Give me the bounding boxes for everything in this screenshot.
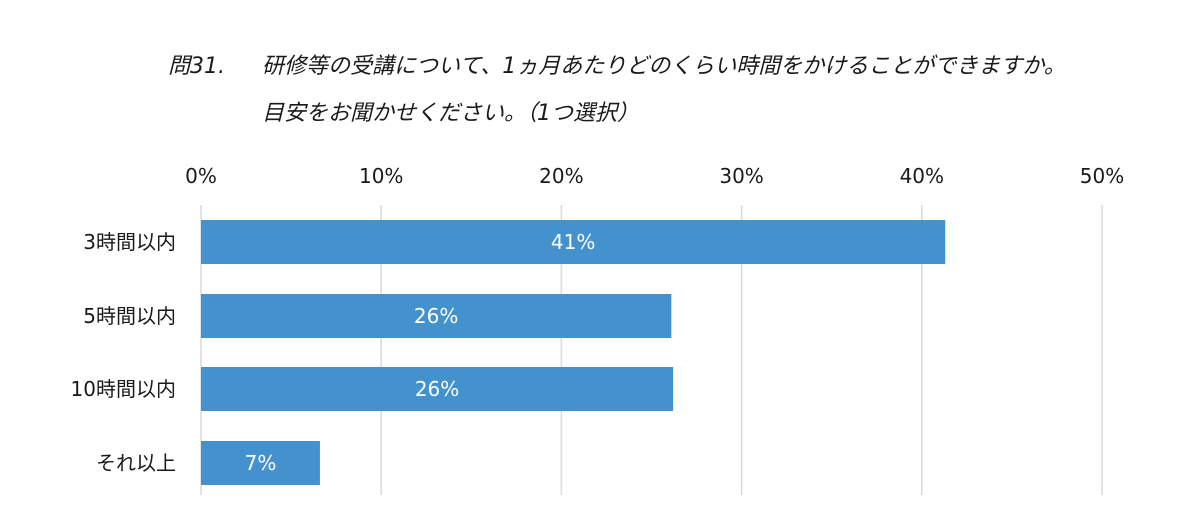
x-tick-label: 10% — [359, 164, 403, 188]
bar — [201, 441, 320, 485]
data-label: 41% — [551, 230, 595, 254]
data-label: 7% — [245, 451, 277, 475]
bar — [201, 220, 946, 264]
category-label: 10時間以内 — [71, 377, 176, 401]
question-text-line1: 研修等の受講について、1ヵ月あたりどのくらい時間をかけることができますか。 — [262, 54, 1066, 79]
data-label: 26% — [415, 377, 459, 401]
category-label: それ以上 — [96, 451, 176, 475]
category-label: 5時間以内 — [83, 304, 176, 328]
x-tick-label: 0% — [185, 164, 217, 188]
x-tick-label: 50% — [1080, 164, 1124, 188]
x-tick-label: 40% — [900, 164, 944, 188]
question-text-line2: 目安をお聞かせください。（1つ選択） — [262, 101, 639, 126]
bar — [201, 367, 674, 411]
x-tick-label: 20% — [539, 164, 583, 188]
category-label: 3時間以内 — [83, 230, 176, 254]
question-number: 問31. — [168, 54, 225, 79]
data-label: 26% — [414, 304, 458, 328]
x-tick-label: 30% — [719, 164, 763, 188]
bar — [201, 294, 672, 338]
